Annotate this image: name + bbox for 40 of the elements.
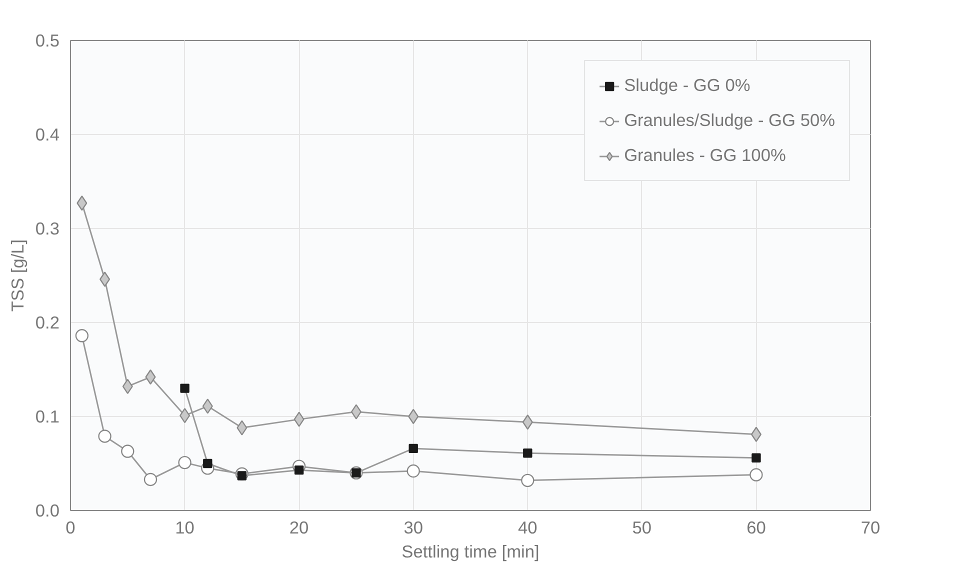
point — [178, 456, 192, 470]
point — [121, 444, 134, 458]
x-tick-label: 40 — [518, 518, 538, 538]
point — [522, 414, 533, 430]
point — [750, 468, 763, 482]
x-tick-label: 70 — [860, 518, 880, 538]
y-axis-title: TSS [g/L] — [7, 239, 28, 312]
point — [350, 404, 362, 420]
point — [98, 430, 112, 443]
legend-label: Sludge - GG 0% — [624, 75, 750, 96]
point — [752, 453, 761, 462]
legend-label: Granules/Sludge - GG 50% — [624, 110, 835, 131]
point — [521, 474, 534, 488]
point — [100, 272, 110, 287]
point — [523, 448, 532, 458]
y-tick-label: 0.3 — [35, 218, 60, 238]
x-tick-label: 30 — [404, 518, 423, 538]
y-tick-label: 0.1 — [35, 406, 60, 426]
x-tick-label: 0 — [66, 518, 76, 538]
point — [144, 472, 158, 486]
y-tick-label: 0.5 — [35, 30, 60, 50]
point — [294, 412, 304, 427]
point — [236, 420, 248, 436]
x-tick-label: 50 — [632, 518, 652, 538]
legend-label: Granules - GG 100% — [624, 145, 786, 166]
point — [76, 196, 88, 211]
point — [180, 384, 190, 393]
x-axis-title: Settling time [min] — [402, 542, 540, 562]
point — [203, 458, 212, 468]
point — [406, 464, 420, 478]
y-tick-label: 0.2 — [35, 312, 60, 332]
point — [750, 426, 762, 442]
x-tick-label: 60 — [746, 518, 766, 538]
point — [202, 398, 213, 414]
y-tick-label: 0.0 — [35, 500, 60, 520]
y-tick-label: 0.4 — [35, 124, 60, 144]
x-tick-label: 20 — [289, 518, 309, 538]
x-tick-label: 10 — [175, 518, 194, 538]
point — [408, 444, 418, 454]
point — [75, 329, 89, 342]
